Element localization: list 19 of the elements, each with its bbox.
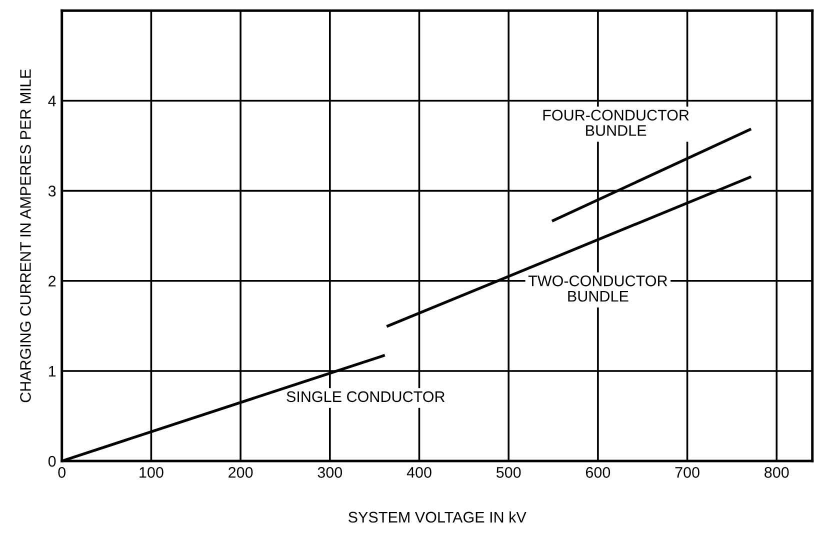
y-axis-title: CHARGING CURRENT IN AMPERES PER MILE <box>20 69 31 402</box>
x-tick-label: 300 <box>318 467 342 478</box>
y-tick-label: 4 <box>48 96 56 106</box>
series-label: TWO-CONDUCTOR BUNDLE <box>528 276 668 302</box>
series-label: FOUR-CONDUCTOR BUNDLE <box>543 110 689 136</box>
y-tick-label: 3 <box>48 186 56 196</box>
x-tick-label: 800 <box>764 467 789 478</box>
x-tick-label: 500 <box>496 467 521 478</box>
x-tick-label: 200 <box>228 467 253 478</box>
x-tick-label: 700 <box>675 467 700 478</box>
series-label: SINGLE CONDUCTOR <box>286 391 445 402</box>
x-tick-label: 400 <box>406 467 432 478</box>
x-tick-label: 0 <box>58 467 66 478</box>
x-axis-title: SYSTEM VOLTAGE IN kV <box>348 511 526 523</box>
y-tick-label: 0 <box>48 456 56 467</box>
x-tick-label: 600 <box>586 467 610 478</box>
y-tick-label: 2 <box>48 276 56 286</box>
x-tick-label: 100 <box>140 467 164 478</box>
y-tick-label: 1 <box>48 366 56 377</box>
